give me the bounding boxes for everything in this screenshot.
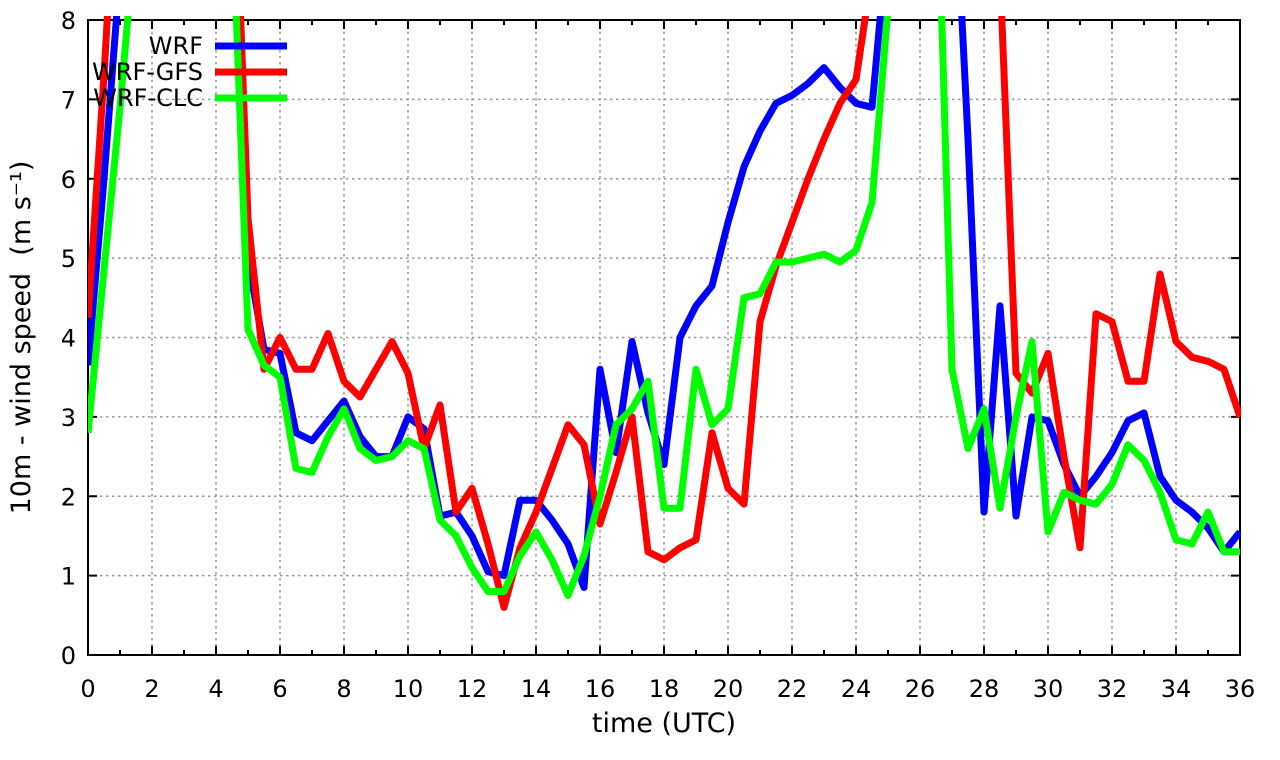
y-tick-label: 0: [61, 642, 76, 670]
x-tick-label: 16: [585, 675, 616, 703]
x-tick-label: 12: [457, 675, 488, 703]
x-tick-label: 8: [336, 675, 351, 703]
x-tick-label: 30: [1033, 675, 1064, 703]
series-line-WRF-CLC: [88, 16, 1240, 599]
legend-label-WRF: WRF: [149, 32, 203, 60]
series-line-WRF: [88, 16, 1241, 591]
x-tick-labels: 0 2 4 6 8 10 12 14 16 18 20 22 24 26 28 30 32 34 36: [80, 675, 1255, 703]
x-tick-label: 20: [713, 675, 744, 703]
y-tick-label: 1: [61, 563, 76, 591]
x-tick-label: 32: [1097, 675, 1128, 703]
y-tick-label: 4: [61, 325, 76, 353]
y-tick-labels: 0 1 2 3 4 5 6 7 8: [61, 7, 76, 670]
x-tick-label: 34: [1161, 675, 1192, 703]
axis-ticks: [87, 19, 1241, 656]
y-tick-label: 2: [61, 483, 76, 511]
y-tick-label: 6: [61, 166, 76, 194]
x-tick-label: 6: [272, 675, 287, 703]
series-lines: [88, 16, 1241, 611]
y-tick-label: 3: [61, 404, 76, 432]
x-tick-label: 0: [80, 675, 95, 703]
x-tick-label: 22: [777, 675, 808, 703]
x-tick-label: 28: [969, 675, 1000, 703]
legend-label-WRF-CLC: WRF-CLC: [93, 84, 203, 112]
y-tick-label: 7: [61, 86, 76, 114]
x-tick-label: 4: [208, 675, 223, 703]
x-tick-label: 36: [1225, 675, 1256, 703]
series-line-WRF-GFS: [88, 16, 1241, 611]
y-tick-label: 8: [61, 7, 76, 35]
x-axis-title: time (UTC): [592, 708, 736, 739]
x-tick-label: 24: [841, 675, 872, 703]
y-axis-title: 10m - wind speed (m s⁻¹): [6, 161, 37, 515]
legend-label-WRF-GFS: WRF-GFS: [92, 58, 203, 86]
x-tick-label: 14: [521, 675, 552, 703]
y-tick-label: 5: [61, 245, 76, 273]
gridlines: [88, 20, 1240, 655]
x-tick-label: 26: [905, 675, 936, 703]
x-tick-label: 18: [649, 675, 680, 703]
x-tick-label: 2: [144, 675, 159, 703]
x-tick-label: 10: [393, 675, 424, 703]
